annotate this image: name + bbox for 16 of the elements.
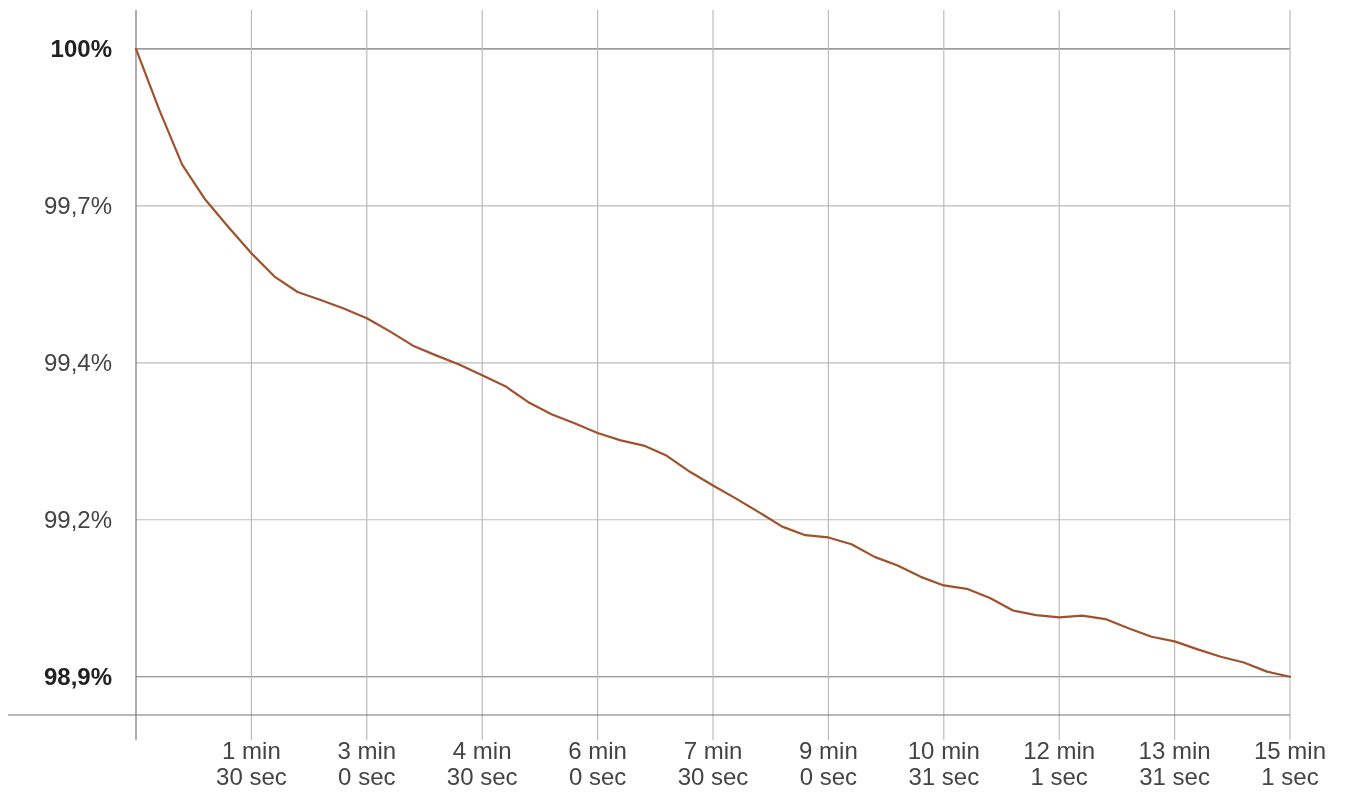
x-tick-label: 15 min 1 sec: [1253, 737, 1327, 790]
y-tick-label: 98,9%: [43, 663, 112, 691]
x-tick-label: 13 min 31 sec: [1138, 737, 1211, 790]
y-tick-label: 100%: [50, 35, 112, 63]
x-tick-label: 9 min 0 sec: [799, 737, 858, 790]
y-tick-label: 99,2%: [43, 506, 112, 534]
x-tick-label: 12 min 1 sec: [1023, 737, 1096, 790]
x-tick-label: 3 min 0 sec: [337, 737, 397, 790]
y-tick-label: 99,4%: [43, 349, 112, 377]
x-tick-label: 6 min 0 sec: [568, 737, 627, 790]
y-tick-label: 99,7%: [43, 192, 112, 220]
x-tick-label: 1 min 30 sec: [216, 737, 287, 790]
x-tick-label: 7 min 30 sec: [677, 737, 749, 790]
line-series: [134, 47, 1292, 678]
x-tick-label: 4 min 30 sec: [446, 737, 518, 790]
x-tick-label: 10 min 31 sec: [907, 737, 980, 790]
